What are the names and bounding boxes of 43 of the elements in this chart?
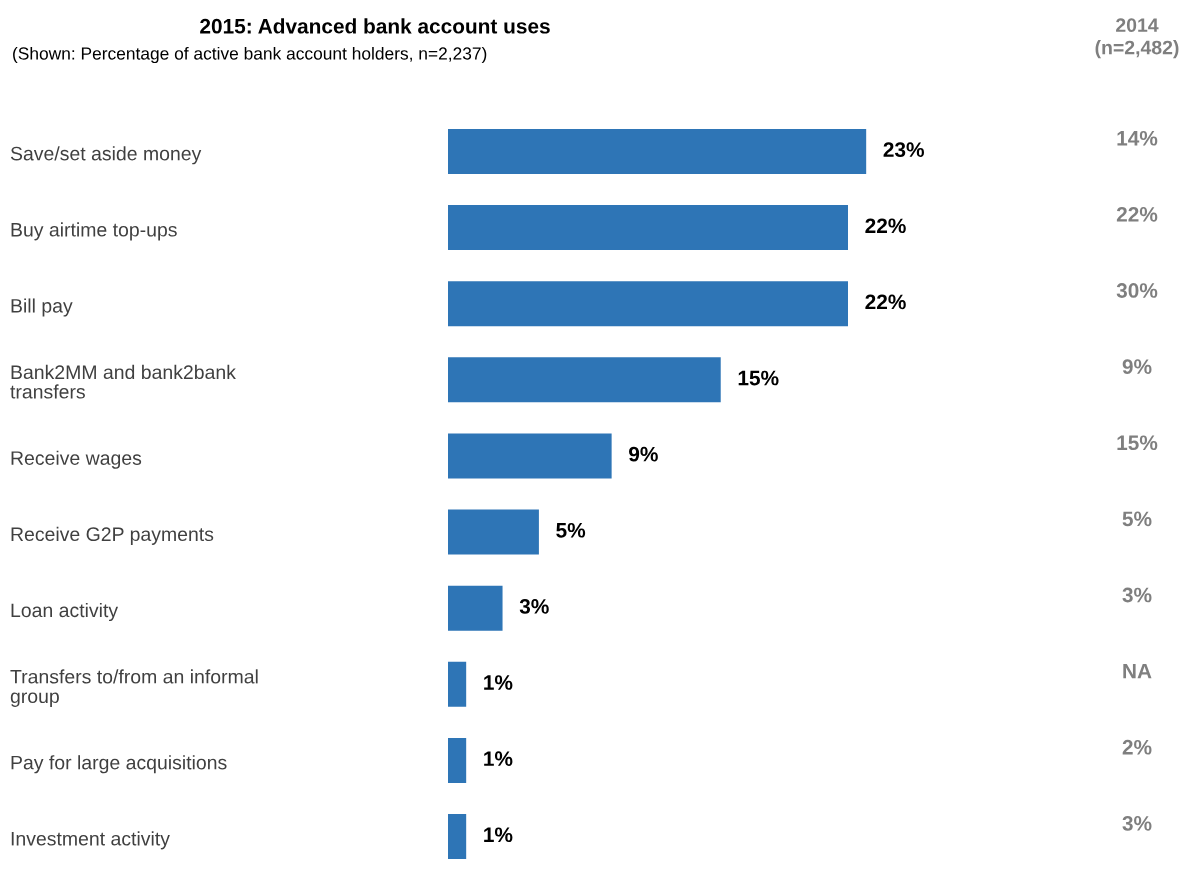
bar bbox=[448, 357, 721, 403]
data-label: 15% bbox=[738, 370, 779, 386]
text: (Shown: Percentage of active bank account holders, n=2,237) bbox=[13, 46, 487, 64]
data-label: 3% bbox=[519, 599, 549, 614]
text: 3% bbox=[1122, 815, 1152, 831]
text: 15% bbox=[1117, 435, 1158, 451]
data-label: 9% bbox=[629, 446, 658, 462]
bar bbox=[448, 205, 848, 251]
text: 2% bbox=[1122, 739, 1152, 755]
data-label: 1% bbox=[484, 827, 513, 843]
y-tick-label: Pay for large acquisitions bbox=[11, 755, 227, 774]
data-label: 5% bbox=[556, 522, 586, 538]
y-tick-label: Receive G2P payments bbox=[11, 526, 214, 545]
bar bbox=[448, 661, 467, 707]
y-tick-label: Loan activity bbox=[11, 602, 119, 622]
text: 3% bbox=[1122, 587, 1152, 603]
text: 5% bbox=[1122, 511, 1152, 527]
text: 9% bbox=[1122, 359, 1152, 374]
data-label: 22% bbox=[865, 294, 906, 310]
text: NA bbox=[1123, 663, 1152, 679]
y-tick-label: Bank2MM and bank2bank transfers bbox=[10, 364, 236, 399]
y-tick-label: Transfers to/from an informal group bbox=[10, 669, 258, 707]
data-label: 22% bbox=[865, 218, 906, 234]
text: 2014 (n=2,482) bbox=[1095, 18, 1179, 59]
bar bbox=[448, 433, 612, 479]
y-tick-label: Investment activity bbox=[11, 831, 170, 850]
y-tick-label: Buy airtime top-ups bbox=[11, 222, 177, 241]
text: 14% bbox=[1117, 130, 1158, 146]
data-label: 23% bbox=[883, 142, 924, 158]
data-label: 1% bbox=[484, 675, 513, 690]
y-tick-label: Save/set aside money bbox=[10, 146, 202, 165]
data-label: 1% bbox=[484, 751, 513, 766]
bar bbox=[448, 814, 467, 859]
bar bbox=[448, 737, 467, 783]
bar bbox=[448, 281, 848, 327]
text: 30% bbox=[1116, 283, 1158, 298]
y-tick-label: Bill pay bbox=[11, 298, 73, 317]
bar bbox=[448, 585, 503, 631]
bar bbox=[448, 509, 539, 555]
bar bbox=[448, 129, 867, 174]
y-tick-label: Receive wages bbox=[11, 450, 142, 469]
text: 22% bbox=[1116, 206, 1158, 222]
chart-title: 2015: Advanced bank account uses bbox=[200, 18, 550, 34]
